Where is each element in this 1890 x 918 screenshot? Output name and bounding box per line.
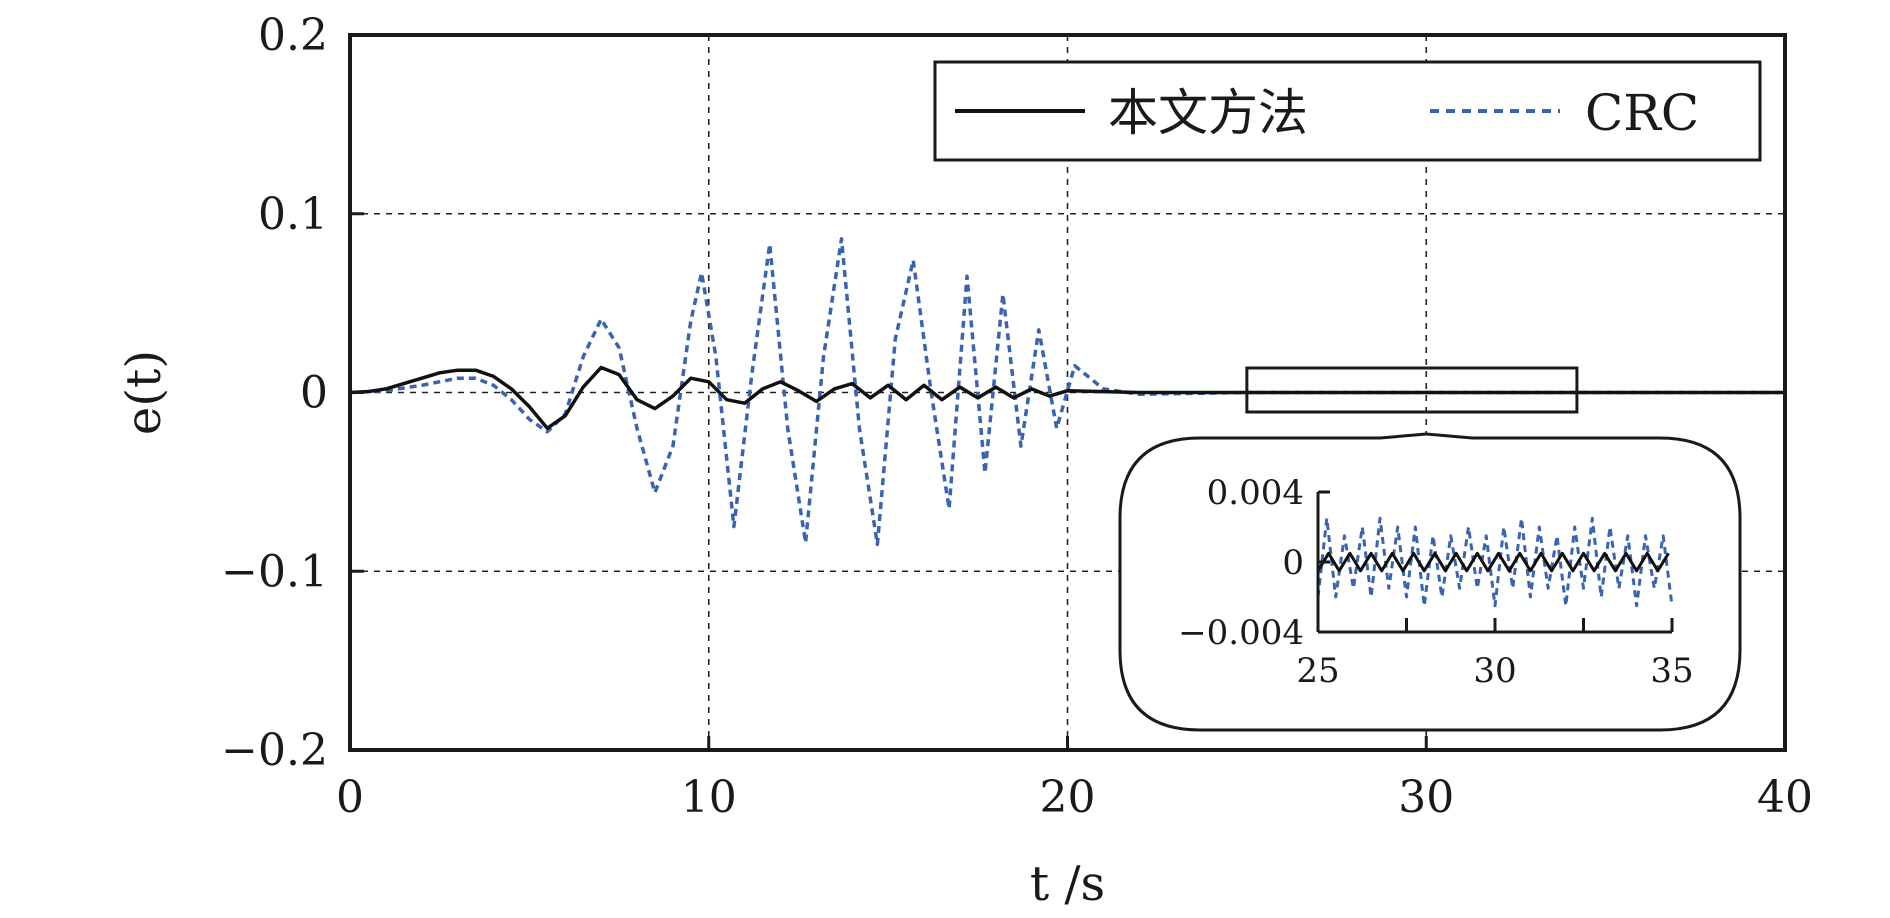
y-tick-label-0: 0.2	[258, 10, 328, 61]
inset-x-tick-label-1: 30	[1473, 651, 1516, 691]
series-line-crc	[349, 237, 1785, 547]
x-tick-label-2: 20	[1040, 772, 1096, 823]
inset-chart: 25 30 35 0.004 0 −0.004	[1178, 473, 1693, 691]
y-tick-label-1: 0.1	[258, 189, 328, 240]
inset-series-line-crc	[1316, 516, 1674, 608]
x-tick-label-4: 40	[1757, 772, 1813, 823]
legend-label-crc: CRC	[1585, 84, 1699, 142]
inset-x-tick-label-0: 25	[1296, 651, 1339, 691]
x-axis-title: t /s	[1030, 856, 1105, 912]
tick-labels: 0 10 20 30 40 0.2 0.1 0 −0.1 −0.2	[221, 10, 1813, 823]
inset-series-line-proposed	[1316, 551, 1670, 573]
y-tick-label-4: −0.2	[221, 725, 328, 776]
y-axis-title: e(t)	[116, 350, 172, 435]
inset-y-tick-label-1: 0	[1282, 543, 1304, 583]
x-tick-label-0: 0	[336, 772, 364, 823]
inset-x-tick-label-2: 35	[1650, 651, 1693, 691]
y-tick-label-2: 0	[300, 368, 328, 419]
legend-label-proposed: 本文方法	[1108, 84, 1308, 142]
legend: 本文方法 CRC	[933, 60, 1762, 162]
x-tick-label-3: 30	[1398, 772, 1454, 823]
series-line-proposed	[349, 365, 1785, 431]
x-tick-label-1: 10	[681, 772, 737, 823]
tick-marks	[348, 33, 1787, 752]
inset-callout	[1118, 432, 1742, 732]
y-tick-label-3: −0.1	[221, 546, 328, 597]
inset-y-tick-label-2: −0.004	[1178, 613, 1304, 653]
inset-y-tick-label-0: 0.004	[1207, 473, 1304, 513]
zoom-region-marker	[1245, 366, 1579, 414]
main-series-group	[349, 237, 1785, 547]
